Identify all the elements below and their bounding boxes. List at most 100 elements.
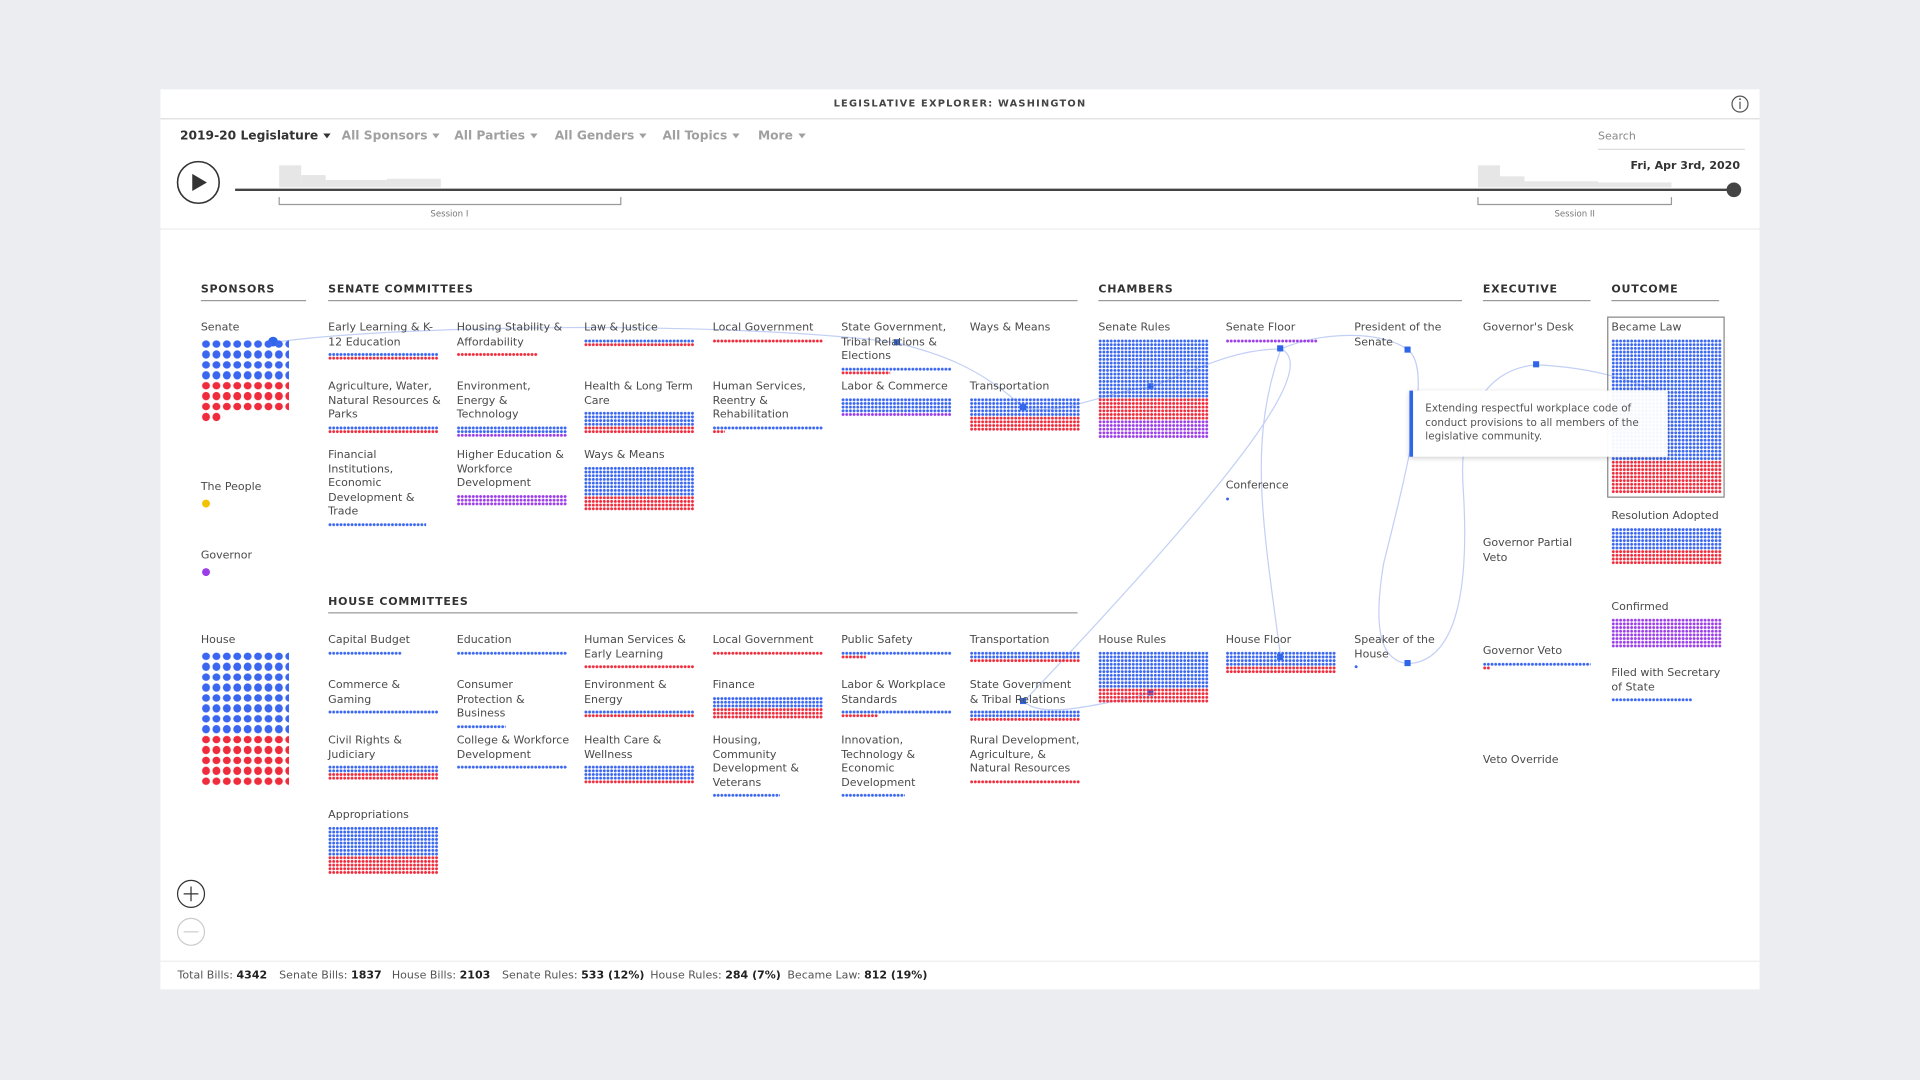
stat: Senate Bills: 1837 [279, 970, 382, 982]
bill-dots [1098, 371, 1209, 376]
bill-dots [1098, 669, 1209, 673]
bill-dots [456, 432, 567, 437]
bill-dots [200, 765, 289, 776]
bill-dots [1098, 426, 1209, 431]
stat: House Rules: 284 (7%) [650, 970, 781, 982]
bill-dots [1098, 434, 1209, 438]
stat-label: Became Law: [787, 969, 861, 983]
bill-dots [1611, 625, 1722, 629]
bill-dots [200, 390, 289, 402]
bill-dots [1098, 353, 1209, 357]
bill-dots [1611, 353, 1722, 357]
bill-dots [841, 408, 952, 413]
bill-dots [1611, 360, 1722, 365]
bill-dots [1611, 527, 1722, 531]
bill-dots [1225, 654, 1336, 659]
node: House [200, 634, 314, 787]
node-label: Ways & Means [969, 322, 1051, 335]
bill-dots [584, 664, 695, 669]
filter-dropdown[interactable]: All Sponsors [342, 130, 440, 143]
node-label: Health Care & Wellness [584, 734, 662, 762]
session-label: Session II [1554, 209, 1595, 220]
bill-dots [584, 411, 695, 416]
bill-dots [200, 348, 289, 360]
stat-value: 284 (7%) [725, 969, 781, 983]
timeline-knob[interactable] [1726, 182, 1742, 198]
node-label: State Government & Tribal Relations [969, 679, 1072, 706]
node: Local Government [712, 322, 826, 343]
node-label: President of the Senate [1354, 322, 1442, 349]
filter-dropdown[interactable]: All Parties [454, 130, 537, 143]
session-brackets [278, 197, 1673, 206]
filter-dropdown[interactable]: All Topics [662, 130, 739, 143]
bill-dots [1098, 661, 1209, 666]
bill-dots [584, 338, 695, 343]
node-label: Governor Partial Veto [1482, 537, 1573, 564]
bill-dots [969, 710, 1081, 714]
bill-dots [1098, 378, 1209, 383]
bill-dots [841, 366, 952, 371]
bill-dots [1611, 456, 1722, 460]
bill-dots [328, 429, 439, 433]
bill-dots [1098, 349, 1209, 354]
node-label: Governor [200, 549, 252, 563]
bill-dots [200, 682, 289, 693]
bill-dots [1611, 632, 1722, 637]
search-input[interactable]: Search [1597, 131, 1636, 144]
node-label: Transportation [969, 380, 1050, 394]
node: Filed with Secretary of State [1611, 667, 1721, 702]
bill-dots [841, 710, 952, 714]
node: House Rules [1098, 634, 1209, 703]
bill-dots [1098, 401, 1209, 405]
bill-dots [1611, 356, 1722, 361]
stat: House Bills: 2103 [392, 970, 490, 982]
filter-dropdown[interactable]: More [758, 130, 805, 143]
bill-dots [1611, 485, 1722, 490]
bill-dots [1611, 636, 1722, 640]
bill-dots [969, 426, 1081, 431]
bill-dots [328, 356, 439, 361]
bill-dots [841, 713, 878, 718]
bill-dots [969, 419, 1081, 424]
bill-dots [1611, 338, 1722, 343]
node-label: Innovation, Technology & Economic Develo… [841, 734, 916, 790]
bill-dots [200, 713, 289, 724]
node-label: Veto Override [1482, 754, 1559, 767]
section-header: HOUSE COMMITTEES [328, 596, 1078, 614]
bill-dots [1611, 549, 1722, 553]
tooltip: Extending respectful workplace code of c… [1409, 390, 1668, 457]
bill-dots [1611, 367, 1722, 372]
bill-dots [1611, 545, 1722, 550]
bill-dots [328, 425, 439, 430]
zoom-in-icon [183, 886, 199, 902]
bill-dots [200, 338, 289, 349]
bill-dots [1611, 459, 1722, 464]
node-label: Early Learning & K-12 Education [328, 322, 433, 349]
bill-dots [584, 415, 695, 419]
bill-dots [1098, 698, 1209, 703]
node-label: Education [456, 634, 512, 647]
info-icon[interactable] [1731, 95, 1749, 113]
bill-dots [712, 703, 823, 708]
section-header: CHAMBERS [1098, 284, 1463, 302]
bill-dots [1611, 474, 1722, 479]
bill-dots [584, 713, 695, 718]
stat: Became Law: 812 (19%) [787, 970, 927, 982]
bill-dots [456, 494, 567, 498]
node: Consumer Protection & Business [456, 680, 570, 728]
bill-dots [1098, 412, 1209, 416]
node-label: Labor & Workplace Standards [841, 679, 946, 706]
bill-dots [1611, 382, 1722, 387]
node: Senate Rules [1098, 322, 1209, 438]
node: Higher Education & Workforce Development [456, 449, 570, 506]
bill-dots [1611, 478, 1722, 482]
node: Early Learning & K-12 Education [328, 322, 441, 361]
filter-dropdown[interactable]: 2019-20 Legislature [180, 130, 330, 143]
bill-dots [200, 359, 289, 370]
bill-dots [1482, 661, 1591, 666]
node-label: Civil Rights & Judiciary [328, 734, 402, 762]
filter-dropdown[interactable]: All Genders [555, 130, 647, 143]
bill-dots [328, 833, 439, 837]
bill-dots [1225, 665, 1336, 670]
